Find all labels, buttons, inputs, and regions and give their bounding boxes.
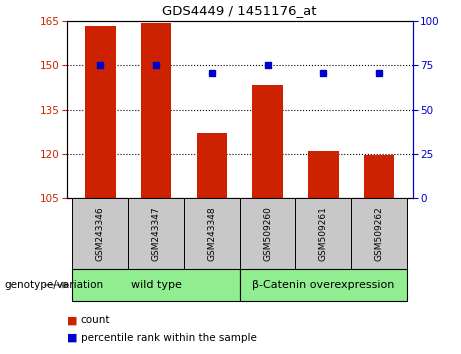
Bar [141,23,171,198]
Bar [364,155,395,198]
Text: ■: ■ [67,315,77,325]
Bar [252,85,283,198]
Bar [184,198,240,269]
Text: GSM509262: GSM509262 [375,206,384,261]
Bar [85,25,116,198]
Text: GSM509260: GSM509260 [263,206,272,261]
Text: β-Catenin overexpression: β-Catenin overexpression [252,280,395,290]
Text: GSM243348: GSM243348 [207,206,216,261]
Text: count: count [81,315,110,325]
Text: GSM509261: GSM509261 [319,206,328,261]
Text: GSM243346: GSM243346 [96,206,105,261]
Bar [128,198,184,269]
Bar [308,151,339,198]
Text: percentile rank within the sample: percentile rank within the sample [81,333,257,343]
Text: ■: ■ [67,333,77,343]
Bar [296,198,351,269]
Bar [72,269,240,301]
Bar [240,269,407,301]
Bar [196,133,227,198]
Bar [240,198,296,269]
Title: GDS4449 / 1451176_at: GDS4449 / 1451176_at [162,4,317,17]
Text: GSM243347: GSM243347 [152,206,160,261]
Text: wild type: wild type [130,280,182,290]
Text: genotype/variation: genotype/variation [5,280,104,290]
Bar [351,198,407,269]
Bar [72,198,128,269]
